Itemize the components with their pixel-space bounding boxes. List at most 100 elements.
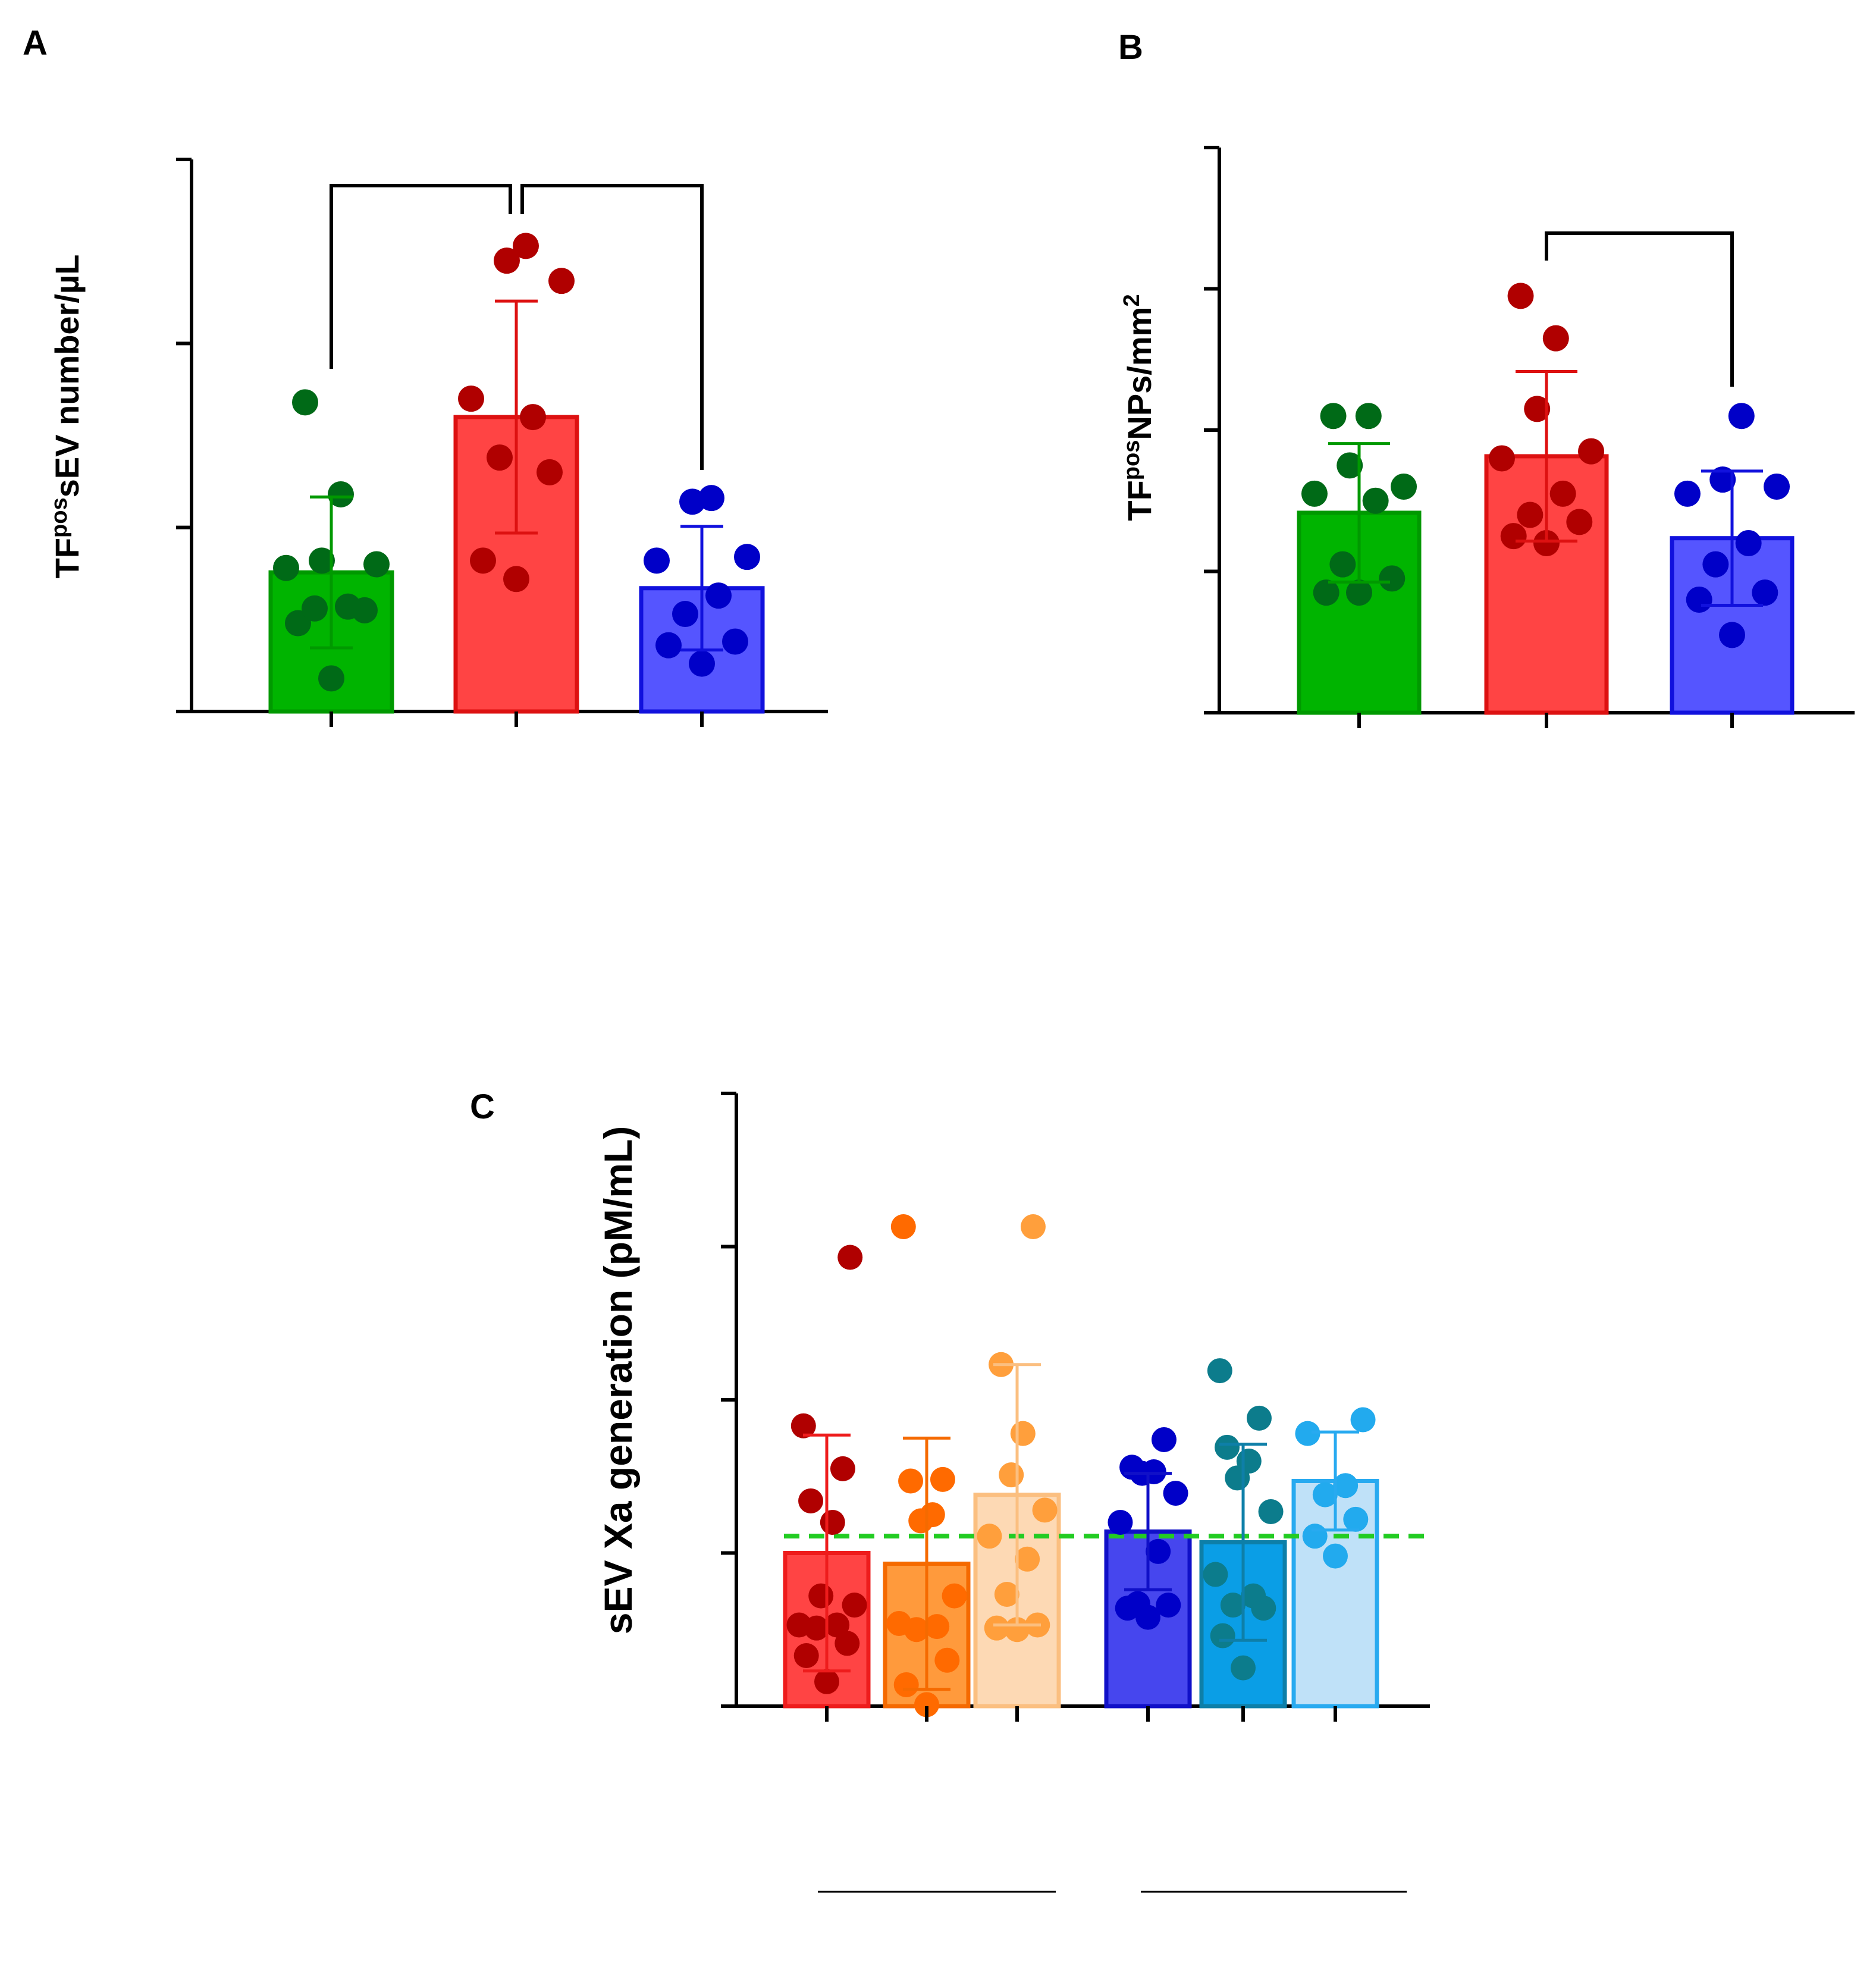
pb-data-point bbox=[1709, 466, 1736, 493]
pc-data-point bbox=[930, 1466, 955, 1492]
svg-text:TFposNPs/mm2: TFposNPs/mm2 bbox=[1119, 294, 1158, 521]
pa-data-point bbox=[722, 628, 748, 655]
pc-data-point bbox=[977, 1524, 1002, 1549]
pa-data-point bbox=[537, 459, 563, 485]
pb-data-point bbox=[1500, 523, 1527, 550]
pc-data-point bbox=[1151, 1427, 1177, 1452]
ylabel-b-sup2: 2 bbox=[1119, 294, 1144, 306]
pc-data-point bbox=[942, 1583, 967, 1609]
pc-data-point bbox=[808, 1583, 834, 1609]
pb-data-point bbox=[1362, 487, 1389, 514]
pc-data-point bbox=[999, 1462, 1024, 1488]
pc-data-point bbox=[1015, 1546, 1040, 1572]
pb-data-point bbox=[1686, 587, 1712, 613]
panel-b: B TFposNPs/mm2 bbox=[1118, 28, 1855, 728]
panel-letter-b: B bbox=[1118, 28, 1143, 67]
pc-data-point bbox=[1220, 1593, 1246, 1618]
pc-data-point bbox=[1210, 1623, 1235, 1648]
pc-data-point bbox=[893, 1672, 919, 1697]
pc-data-point bbox=[1032, 1497, 1058, 1523]
pc-data-point bbox=[994, 1582, 1019, 1607]
pb-data-point bbox=[1329, 551, 1356, 578]
pc-data-point bbox=[1010, 1421, 1036, 1446]
pa-data-point bbox=[513, 233, 539, 259]
pb-data-point bbox=[1549, 480, 1576, 507]
y-axis-label-a: TFpossEV number/µL bbox=[47, 255, 86, 579]
pb-data-point bbox=[1379, 565, 1406, 592]
pc-data-point bbox=[790, 1413, 816, 1438]
pb-bar-0 bbox=[1297, 510, 1422, 715]
pa-data-point bbox=[487, 444, 513, 471]
pa-data-point bbox=[548, 268, 575, 294]
pc-data-point bbox=[984, 1615, 1009, 1641]
panel-c: C sEV Xa generation (pM/mL) bbox=[470, 1087, 1430, 1893]
pc-data-point bbox=[835, 1631, 860, 1656]
pc-data-point bbox=[1246, 1405, 1272, 1431]
pc-data-point bbox=[1241, 1583, 1266, 1609]
pa-data-point bbox=[672, 601, 698, 628]
panel-letter-c: C bbox=[470, 1087, 495, 1126]
pa-data-point bbox=[689, 650, 715, 677]
pb-data-point bbox=[1566, 509, 1593, 535]
pb-data-point bbox=[1752, 579, 1778, 606]
pc-data-point bbox=[886, 1610, 912, 1636]
pa-data-point bbox=[458, 385, 484, 412]
pa-data-point bbox=[309, 547, 335, 574]
pa-data-point bbox=[328, 481, 354, 507]
pc-data-point bbox=[1302, 1524, 1328, 1549]
pb-data-point bbox=[1355, 403, 1382, 430]
ylabel-a-sup: pos bbox=[47, 497, 72, 538]
pa-data-point bbox=[698, 485, 724, 512]
pa-data-point bbox=[655, 632, 682, 659]
pa-data-point bbox=[302, 595, 328, 622]
pc-data-point bbox=[934, 1647, 960, 1673]
pa-data-point bbox=[503, 566, 529, 593]
pa-data-point bbox=[705, 582, 732, 609]
ylabel-b-prefix: TF bbox=[1121, 480, 1158, 521]
pb-data-point bbox=[1719, 622, 1745, 648]
pa-data-point bbox=[644, 547, 670, 574]
pc-data-point bbox=[793, 1643, 819, 1669]
pc-data-point bbox=[830, 1456, 855, 1481]
pc-data-point bbox=[1163, 1481, 1188, 1506]
pc-data-point bbox=[924, 1614, 950, 1640]
pb-data-point bbox=[1524, 396, 1551, 422]
pc-data-point bbox=[1156, 1593, 1181, 1618]
svg-text:TFpossEV number/µL: TFpossEV number/µL bbox=[47, 255, 86, 579]
pa-data-point bbox=[520, 404, 546, 431]
y-axis-label-c: sEV Xa generation (pM/mL) bbox=[596, 1126, 640, 1634]
pa-significance-bracket bbox=[330, 184, 512, 369]
pb-data-point bbox=[1728, 403, 1755, 430]
pb-data-point bbox=[1542, 325, 1569, 352]
pc-data-point bbox=[824, 1612, 850, 1638]
pc-data-point bbox=[837, 1245, 863, 1270]
pc-data-point bbox=[1005, 1617, 1030, 1643]
ylabel-b-sup: pos bbox=[1119, 440, 1144, 481]
pc-data-point bbox=[920, 1502, 945, 1528]
pc-data-point bbox=[1350, 1407, 1376, 1433]
pa-data-point bbox=[335, 593, 361, 620]
pb-data-point bbox=[1346, 579, 1372, 606]
pc-data-point bbox=[1141, 1459, 1166, 1485]
pc-data-point bbox=[1231, 1655, 1256, 1681]
pb-data-point bbox=[1674, 480, 1701, 507]
pb-data-point bbox=[1735, 530, 1762, 556]
pc-data-point bbox=[914, 1692, 939, 1717]
pc-data-point bbox=[1146, 1538, 1171, 1564]
panel-letter-a: A bbox=[23, 24, 48, 62]
pc-data-point bbox=[1203, 1562, 1228, 1587]
pc-data-point bbox=[820, 1510, 845, 1535]
pc-data-point bbox=[1295, 1421, 1320, 1446]
pc-data-point bbox=[1258, 1499, 1284, 1524]
pc-data-point bbox=[1333, 1473, 1359, 1499]
pb-data-point bbox=[1301, 480, 1328, 507]
pb-data-point bbox=[1507, 283, 1534, 309]
pc-data-point bbox=[1125, 1591, 1150, 1616]
pc-data-point bbox=[1215, 1434, 1240, 1460]
pb-data-point bbox=[1320, 403, 1347, 430]
pc-data-point bbox=[1108, 1510, 1133, 1535]
pa-data-point bbox=[292, 389, 318, 416]
pb-data-point bbox=[1391, 474, 1417, 500]
pb-data-point bbox=[1517, 502, 1544, 528]
y-axis-label-b: TFposNPs/mm2 bbox=[1119, 294, 1158, 521]
